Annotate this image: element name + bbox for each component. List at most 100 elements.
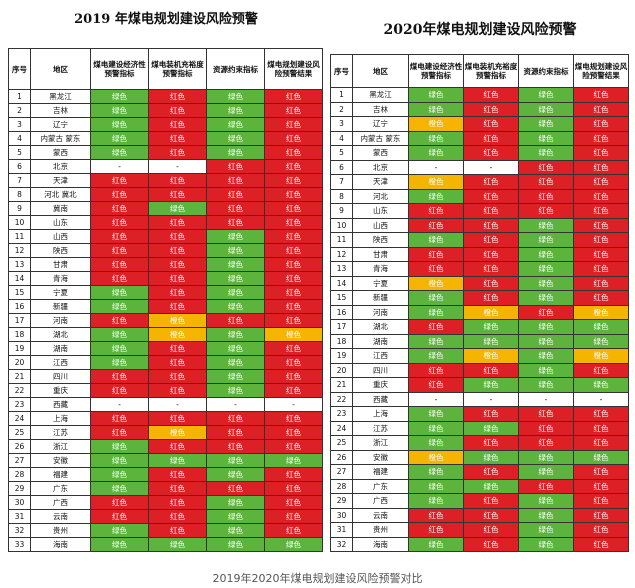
- table-row: 1 黑龙江 绿色 红色 绿色 红色: [8, 89, 323, 104]
- row-label: 北京: [30, 159, 91, 174]
- risk-cell: 红色: [573, 493, 629, 509]
- risk-cell: 红色: [148, 299, 207, 314]
- row-label: 河南: [352, 304, 409, 320]
- risk-cell: 绿色: [408, 420, 464, 436]
- table-row: 2 吉林 绿色 红色 绿色 红色: [330, 101, 629, 117]
- row-label: 四川: [30, 369, 91, 384]
- row-label: 18: [330, 333, 353, 349]
- table-row: 25 浙江 绿色 红色 红色 红色: [330, 435, 629, 451]
- risk-cell: 红色: [148, 285, 207, 300]
- row-label: 重庆: [30, 383, 91, 398]
- risk-cell: 橙色: [463, 348, 519, 364]
- risk-cell: 红色: [206, 215, 265, 230]
- risk-cell: 绿色: [408, 406, 464, 422]
- risk-cell: 橙色: [463, 304, 519, 320]
- risk-cell: 绿色: [518, 507, 574, 523]
- row-label: 27: [8, 453, 31, 468]
- risk-cell: -: [408, 391, 464, 407]
- table-row: 15 宁夏 绿色 红色 绿色 红色: [8, 285, 323, 300]
- table-row: 8 河北 绿色 红色 红色 红色: [330, 188, 629, 204]
- risk-cell: 红色: [90, 201, 149, 216]
- risk-cell: 绿色: [463, 420, 519, 436]
- risk-cell: 绿色: [463, 319, 519, 335]
- row-label: 16: [8, 299, 31, 314]
- header-cell: 煤电建设经济性预警指标: [408, 54, 464, 88]
- table-row: 7 天津 橙色 红色 红色 红色: [330, 174, 629, 190]
- risk-cell: 绿色: [408, 478, 464, 494]
- risk-cell: -: [90, 159, 149, 174]
- risk-cell: 红色: [463, 217, 519, 233]
- row-label: 海南: [352, 536, 409, 552]
- risk-cell: 绿色: [206, 131, 265, 146]
- risk-cell: 绿色: [463, 333, 519, 349]
- risk-cell: 红色: [573, 188, 629, 204]
- risk-cell: 绿色: [408, 304, 464, 320]
- row-label: 新疆: [352, 290, 409, 306]
- risk-cell: 橙色: [408, 174, 464, 190]
- risk-cell: 绿色: [206, 523, 265, 538]
- row-label: 辽宁: [352, 116, 409, 132]
- risk-cell: 红色: [90, 411, 149, 426]
- row-label: 天津: [352, 174, 409, 190]
- row-label: 33: [8, 537, 31, 552]
- row-label: 20: [8, 355, 31, 370]
- risk-cell: 绿色: [206, 243, 265, 258]
- risk-cell: 绿色: [408, 130, 464, 146]
- row-label: 河北 冀北: [30, 187, 91, 202]
- row-label: 22: [330, 391, 353, 407]
- risk-cell: 红色: [148, 523, 207, 538]
- header-cell: 序号: [8, 48, 31, 90]
- risk-cell: 红色: [518, 478, 574, 494]
- row-label: 上海: [352, 406, 409, 422]
- risk-cell: 红色: [573, 174, 629, 190]
- risk-cell: 红色: [148, 131, 207, 146]
- risk-cell: 红色: [518, 304, 574, 320]
- table-row: 22 西藏 - - - -: [330, 391, 629, 407]
- table-row: 28 广东 绿色 绿色 红色 红色: [330, 478, 629, 494]
- risk-cell: 红色: [264, 229, 323, 244]
- table-row: 25 江苏 红色 橙色 红色 红色: [8, 425, 323, 440]
- risk-cell: 绿色: [206, 341, 265, 356]
- row-label: 14: [8, 271, 31, 286]
- risk-cell: 红色: [463, 130, 519, 146]
- risk-cell: 红色: [573, 203, 629, 219]
- risk-cell: 红色: [463, 507, 519, 523]
- risk-cell: 橙色: [573, 304, 629, 320]
- row-label: 21: [8, 369, 31, 384]
- risk-cell: 绿色: [518, 377, 574, 393]
- risk-cell: 橙色: [408, 116, 464, 132]
- risk-cell: 红色: [148, 243, 207, 258]
- risk-cell: 红色: [573, 464, 629, 480]
- risk-cell: 绿色: [90, 355, 149, 370]
- row-label: 江西: [30, 355, 91, 370]
- risk-cell: 绿色: [518, 275, 574, 291]
- risk-cell: 红色: [148, 215, 207, 230]
- risk-cell: 红色: [264, 341, 323, 356]
- risk-cell: 红色: [463, 145, 519, 161]
- row-label: 海南: [30, 537, 91, 552]
- risk-cell: 绿色: [408, 87, 464, 103]
- risk-cell: 红色: [148, 89, 207, 104]
- risk-cell: 绿色: [206, 89, 265, 104]
- row-label: 23: [8, 397, 31, 412]
- row-label: 6: [330, 159, 353, 175]
- risk-cell: 红色: [148, 145, 207, 160]
- table-row: 24 上海 红色 红色 红色 红色: [8, 411, 323, 426]
- row-label: 19: [8, 341, 31, 356]
- row-label: 5: [330, 145, 353, 161]
- row-label: 蒙西: [352, 145, 409, 161]
- risk-cell: 红色: [518, 406, 574, 422]
- risk-cell: 红色: [518, 435, 574, 451]
- risk-cell: 绿色: [463, 377, 519, 393]
- row-label: 甘肃: [30, 257, 91, 272]
- risk-cell: 绿色: [206, 271, 265, 286]
- risk-cell: 红色: [148, 509, 207, 524]
- risk-cell: 红色: [463, 406, 519, 422]
- risk-cell: 红色: [148, 103, 207, 118]
- row-label: 江西: [352, 348, 409, 364]
- risk-cell: 红色: [573, 362, 629, 378]
- risk-cell: 绿色: [206, 467, 265, 482]
- risk-cell: 红色: [90, 271, 149, 286]
- risk-cell: 红色: [264, 243, 323, 258]
- risk-cell: 红色: [264, 481, 323, 496]
